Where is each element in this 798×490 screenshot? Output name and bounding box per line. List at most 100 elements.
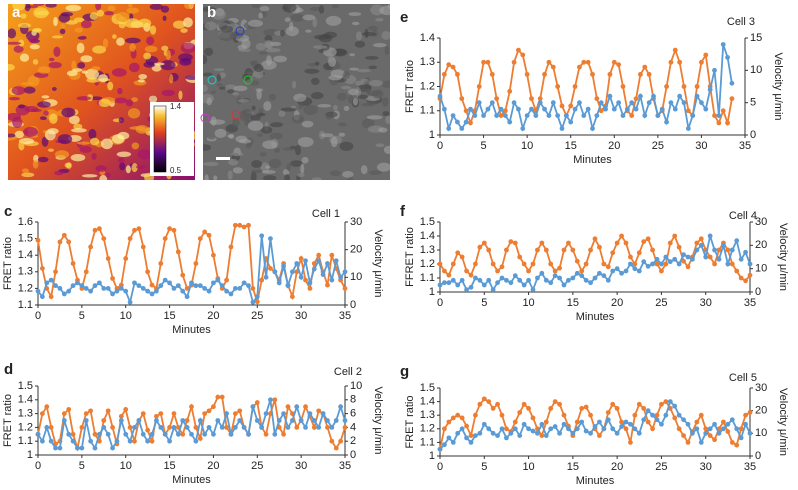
x-tick-label: 15 (163, 460, 175, 472)
texture (259, 152, 267, 157)
data-point (145, 427, 151, 433)
texture (347, 88, 359, 96)
data-point (206, 425, 212, 430)
cell-marker (231, 110, 241, 120)
data-point (681, 84, 687, 89)
data-point (607, 71, 613, 77)
data-point (171, 227, 177, 233)
data-point (167, 425, 172, 430)
texture (104, 11, 114, 16)
data-point (699, 100, 704, 106)
y-tick-label: 1 (27, 449, 33, 461)
data-point (268, 397, 273, 403)
x-axis-label: Minutes (172, 324, 211, 336)
data-point (499, 275, 505, 281)
data-point (477, 430, 483, 436)
data-point (664, 119, 669, 125)
texture (261, 170, 276, 174)
x-tick-label: 20 (207, 460, 219, 472)
texture (330, 136, 338, 148)
data-point (477, 244, 483, 250)
data-point (285, 425, 291, 430)
data-point (70, 438, 76, 444)
texture (14, 130, 25, 139)
y2-tick-label: 4 (350, 421, 356, 433)
data-point (521, 401, 527, 407)
data-point (437, 446, 443, 452)
texture (214, 128, 227, 139)
y-tick-label: 1.2 (420, 258, 435, 270)
data-point (539, 240, 545, 246)
data-point (490, 430, 496, 436)
data-point (92, 445, 98, 451)
y2-tick-label: 10 (755, 263, 767, 275)
data-point (499, 412, 505, 418)
data-point (520, 126, 526, 131)
data-point (329, 425, 335, 430)
data-point (66, 239, 72, 245)
texture (379, 5, 390, 16)
texture (253, 63, 264, 73)
data-point (610, 268, 616, 274)
data-point (703, 254, 709, 260)
data-point (729, 261, 735, 267)
texture (368, 79, 384, 87)
texture (381, 96, 389, 107)
x-tick-label: 5 (481, 297, 487, 309)
texture (37, 101, 51, 108)
texture (18, 39, 25, 47)
data-point (517, 254, 523, 260)
panel-label: a (12, 4, 21, 21)
x-tick-label: 10 (120, 460, 132, 472)
data-point (716, 247, 722, 253)
data-point (681, 258, 686, 264)
data-point (504, 426, 509, 432)
texture (355, 31, 363, 41)
data-point (552, 268, 558, 274)
texture (365, 55, 379, 60)
texture (32, 28, 41, 32)
data-point (636, 401, 642, 407)
texture (361, 88, 368, 92)
data-point (263, 431, 269, 437)
data-point (450, 277, 456, 283)
texture (361, 103, 372, 107)
data-point (583, 261, 589, 267)
data-point (180, 431, 186, 437)
texture (114, 97, 127, 104)
data-point (486, 277, 492, 283)
data-point (263, 411, 269, 416)
data-point (145, 269, 151, 275)
data-point (167, 280, 172, 286)
texture (80, 35, 87, 39)
texture (95, 165, 107, 173)
data-point (495, 433, 500, 438)
data-point (707, 87, 713, 93)
texture (162, 15, 167, 22)
data-point (638, 71, 643, 77)
cell-marker (207, 75, 217, 85)
data-point (158, 411, 164, 416)
data-point (561, 247, 567, 253)
y-axis-label: FRET ratio (2, 237, 14, 290)
data-point (167, 226, 172, 232)
texture (354, 40, 366, 48)
data-point (329, 252, 335, 258)
data-point (677, 93, 683, 99)
data-point (118, 413, 124, 419)
data-point (442, 280, 447, 286)
data-point (333, 418, 339, 423)
texture (81, 174, 98, 178)
data-point (566, 240, 571, 246)
data-point (303, 404, 308, 410)
y-tick-label: 1.1 (420, 436, 435, 448)
texture (339, 141, 354, 152)
texture (137, 149, 153, 160)
data-point (566, 426, 571, 432)
data-point (690, 256, 695, 262)
texture (269, 93, 277, 101)
data-point (676, 261, 682, 267)
texture (89, 137, 100, 146)
data-point (561, 421, 567, 427)
texture (309, 6, 321, 11)
